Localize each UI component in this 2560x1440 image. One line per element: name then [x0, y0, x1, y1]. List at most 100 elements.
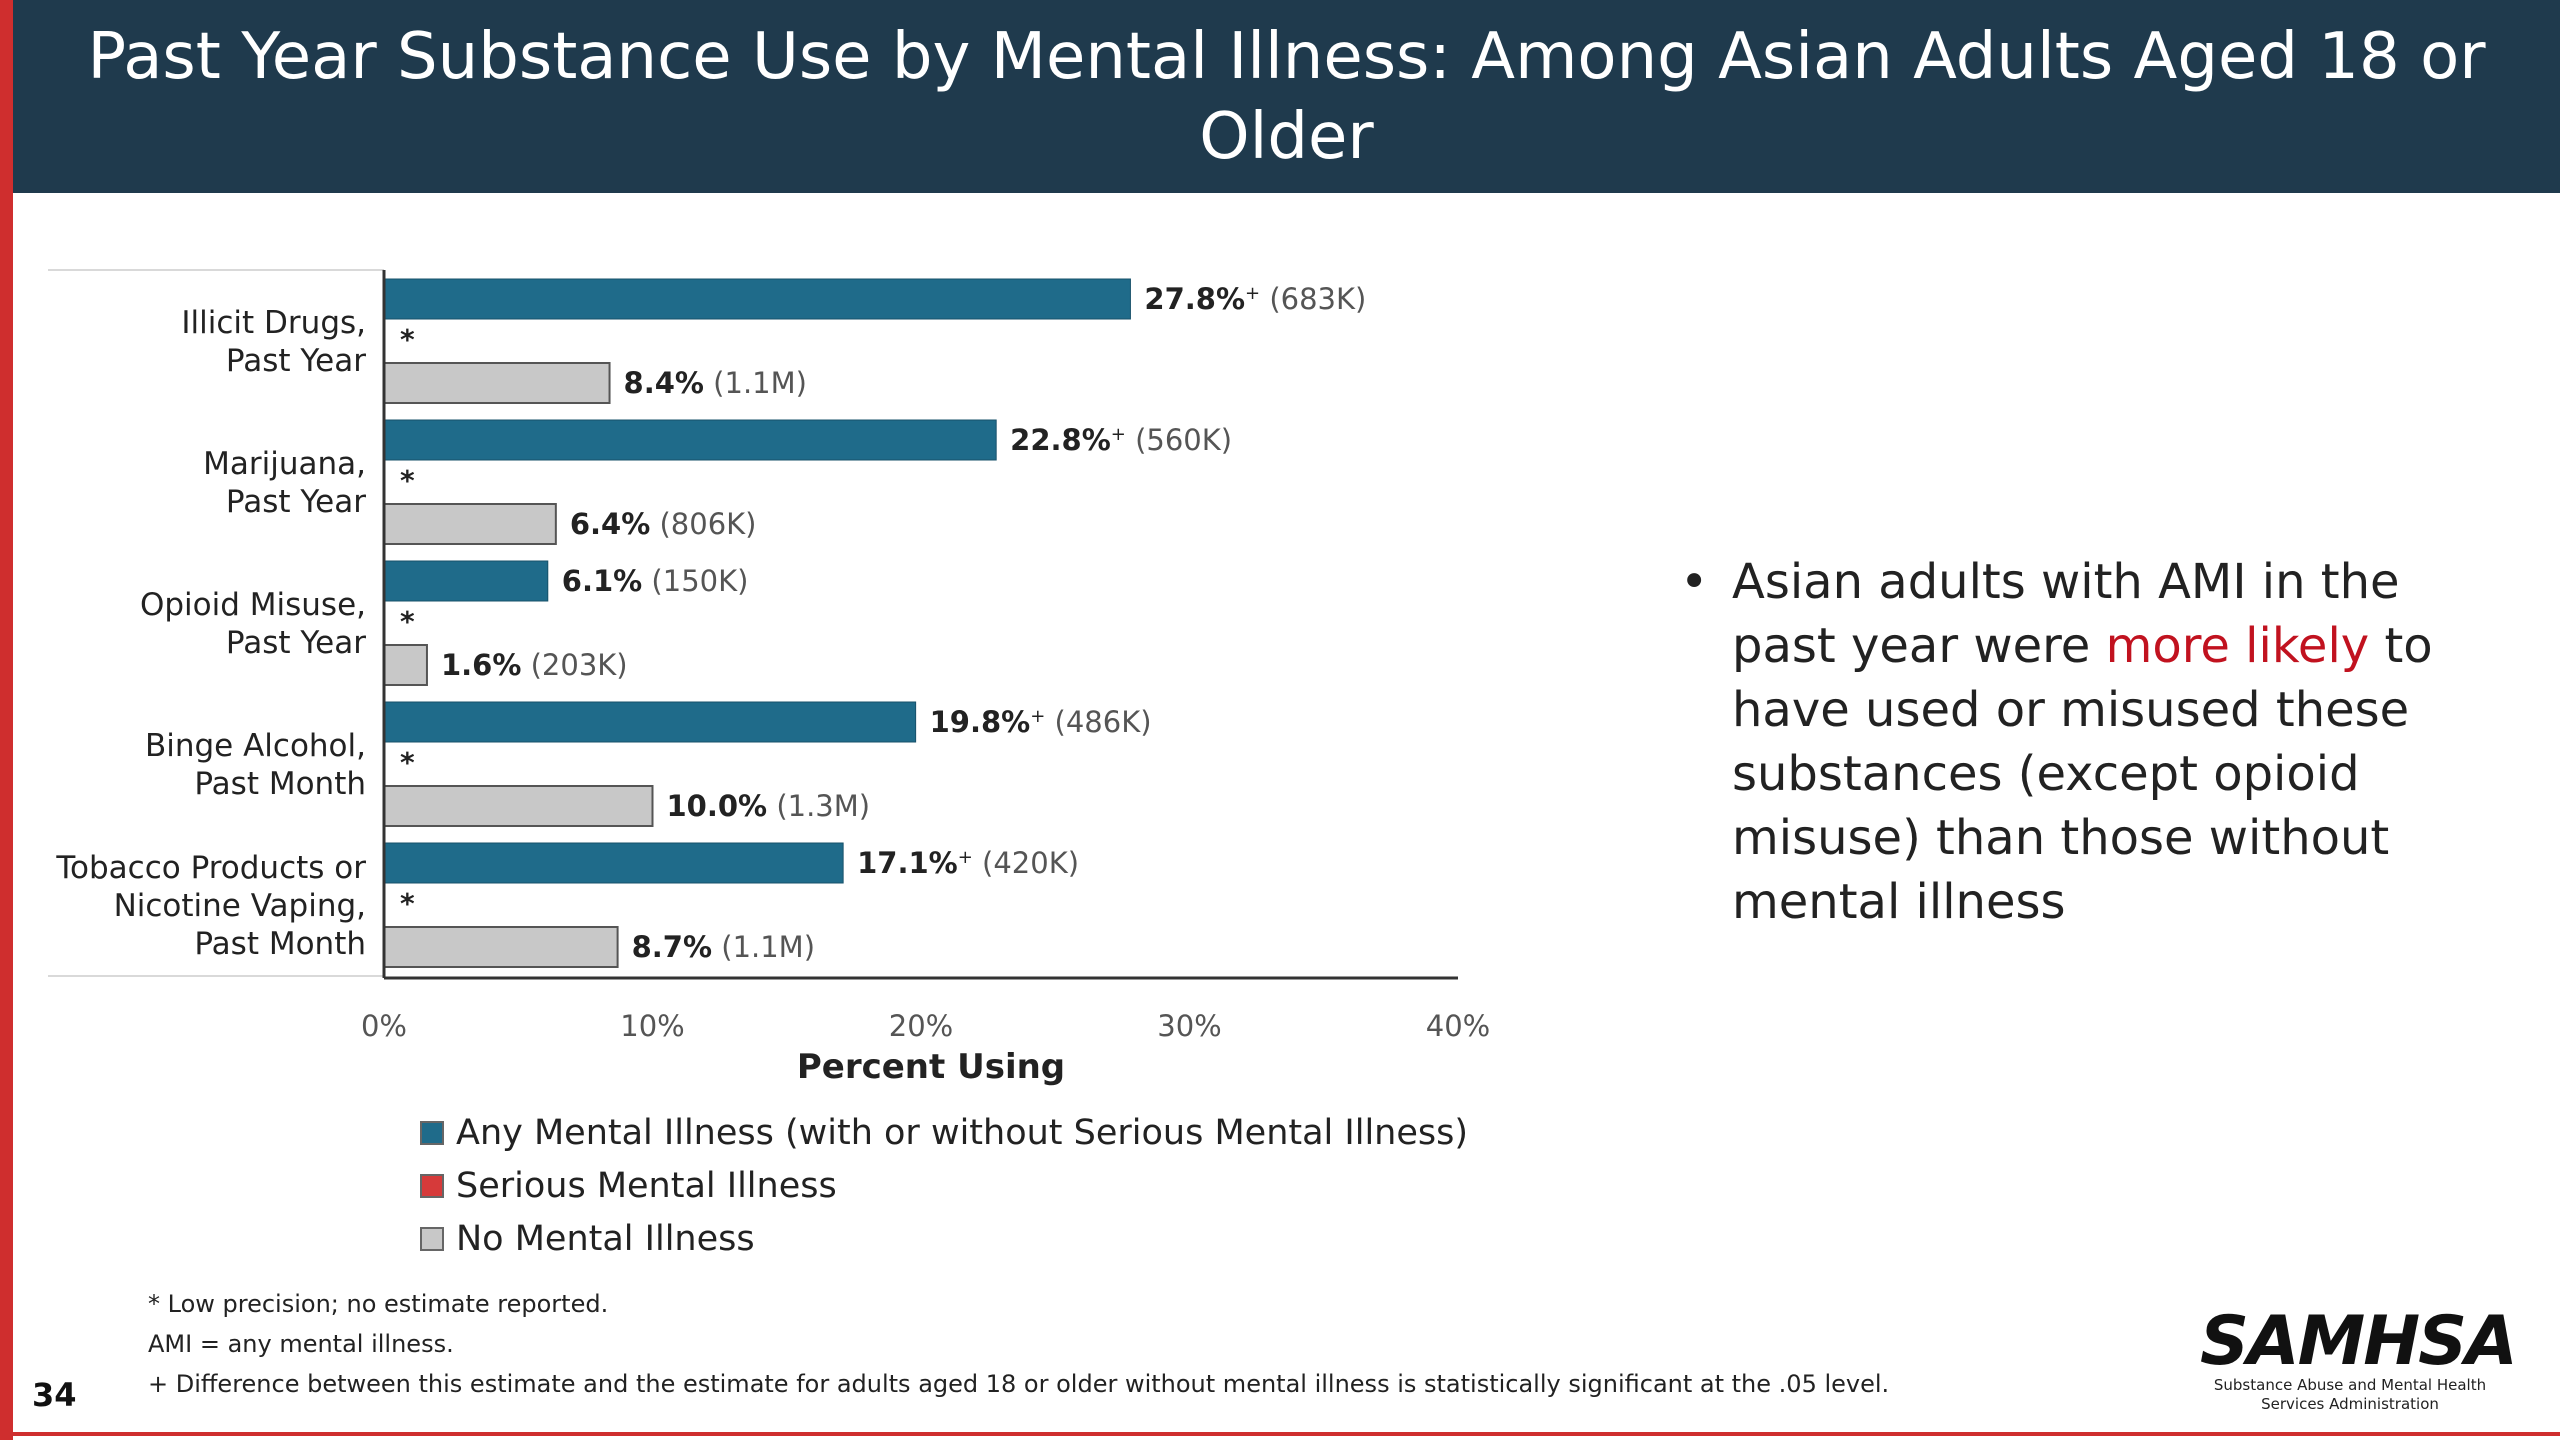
data-label-any-mental-illness: 17.1%+ (420K) — [857, 846, 1079, 880]
category-label-line: Binge Alcohol, — [145, 728, 366, 764]
title-bar: Past Year Substance Use by Mental Illnes… — [13, 0, 2560, 193]
data-label-count: (486K) — [1045, 705, 1151, 739]
data-label-significance-marker: + — [1030, 706, 1045, 727]
legend-item-any-mental-illness: Any Mental Illness (with or without Seri… — [420, 1106, 1620, 1159]
category-label-line: Illicit Drugs, — [181, 305, 366, 341]
logo-subtitle: Substance Abuse and Mental Health Servic… — [2200, 1376, 2500, 1414]
data-label-no-mental-illness: 10.0% (1.3M) — [667, 789, 871, 823]
category-label-line: Past Year — [226, 625, 366, 661]
data-label-count: (150K) — [642, 564, 748, 598]
data-label-serious-mental-illness-suppressed: * — [400, 323, 415, 356]
x-tick-label: 30% — [1157, 1009, 1221, 1043]
bar-no-mental-illness — [383, 785, 654, 827]
data-label-value: 27.8% — [1144, 282, 1245, 316]
footnote-significance: + Difference between this estimate and t… — [148, 1370, 1890, 1398]
bar-no-mental-illness — [383, 644, 428, 686]
footnote-ami-definition: AMI = any mental illness. — [148, 1330, 454, 1358]
legend-swatch-no-mental-illness — [420, 1226, 444, 1251]
data-label-serious-mental-illness-suppressed: * — [400, 464, 415, 497]
legend-label-any-mental-illness: Any Mental Illness (with or without Seri… — [456, 1112, 1469, 1153]
category-label-line: Opioid Misuse, — [140, 587, 366, 623]
data-label-value: 8.7% — [632, 930, 712, 964]
data-label-no-mental-illness: 8.4% (1.1M) — [624, 366, 807, 400]
samhsa-logo: SAMHSA Substance Abuse and Mental Health… — [2200, 1302, 2518, 1414]
legend-label-serious-mental-illness: Serious Mental Illness — [456, 1165, 837, 1206]
data-label-no-mental-illness: 1.6% (203K) — [441, 648, 628, 682]
data-label-serious-mental-illness-suppressed: * — [400, 887, 415, 920]
data-label-no-mental-illness: 8.7% (1.1M) — [632, 930, 815, 964]
data-label-significance-marker: + — [958, 847, 973, 868]
category-label: Tobacco Products or Nicotine Vaping, Past … — [55, 850, 366, 962]
bar-no-mental-illness — [383, 926, 619, 968]
category-label: Opioid Misuse, Past Year — [140, 587, 366, 661]
data-label-value: 6.1% — [562, 564, 642, 598]
category-label-line: Past Month — [194, 766, 366, 802]
data-label-any-mental-illness: 22.8%+ (560K) — [1010, 423, 1232, 457]
key-finding: • Asian adults with AMI in the past year… — [1680, 550, 2460, 934]
category-label-line: Past Year — [226, 343, 366, 379]
bottom-rule — [0, 1432, 2560, 1436]
data-label-count: (420K) — [973, 846, 1079, 880]
bar-any-mental-illness — [383, 701, 917, 743]
bar-any-mental-illness — [383, 560, 549, 602]
left-accent-bar — [0, 0, 13, 1440]
data-label-count: (806K) — [650, 507, 756, 541]
key-finding-bullet: • Asian adults with AMI in the past year… — [1680, 550, 2460, 934]
bar-chart-plot: 27.8%+ (683K)*8.4% (1.1M)Illicit Drugs, P… — [48, 269, 1490, 1087]
legend-item-no-mental-illness: No Mental Illness — [420, 1212, 1620, 1265]
data-label-value: 22.8% — [1010, 423, 1111, 457]
key-finding-text-start: Asian adults with AMI in the past year w… — [1732, 554, 2400, 674]
legend-swatch-any-mental-illness — [420, 1120, 444, 1145]
page-number: 34 — [32, 1376, 77, 1414]
footnotes: * Low precision; no estimate reported. A… — [148, 1284, 1948, 1404]
bar-any-mental-illness — [383, 842, 844, 884]
category-label-line: Tobacco Products or — [55, 850, 366, 886]
data-label-value: 10.0% — [667, 789, 768, 823]
bar-any-mental-illness — [383, 419, 997, 461]
key-finding-text: Asian adults with AMI in the past year w… — [1732, 550, 2460, 934]
logo-subtitle-line2: Services Administration — [2261, 1395, 2439, 1413]
data-label-count: (683K) — [1260, 282, 1366, 316]
data-label-any-mental-illness: 27.8%+ (683K) — [1144, 282, 1366, 316]
x-tick-label: 0% — [361, 1009, 407, 1043]
bar-no-mental-illness — [383, 362, 611, 404]
data-label-significance-marker: + — [1111, 424, 1126, 445]
category-label: Marijuana, Past Year — [203, 446, 366, 520]
data-label-value: 6.4% — [570, 507, 650, 541]
data-label-value: 8.4% — [624, 366, 704, 400]
category-label-line: Marijuana, — [203, 446, 366, 482]
legend-swatch-serious-mental-illness — [420, 1173, 444, 1198]
data-label-serious-mental-illness-suppressed: * — [400, 746, 415, 779]
bullet-dot-icon: • — [1680, 554, 1709, 610]
category-label-line: Past Month — [194, 926, 366, 962]
data-label-value: 19.8% — [930, 705, 1031, 739]
footnote-low-precision: * Low precision; no estimate reported. — [148, 1290, 609, 1318]
data-label-value: 1.6% — [441, 648, 521, 682]
category-label-line: Past Year — [226, 484, 366, 520]
logo-subtitle-line1: Substance Abuse and Mental Health — [2213, 1376, 2487, 1394]
data-label-count: (560K) — [1126, 423, 1232, 457]
data-label-count: (1.1M) — [712, 930, 815, 964]
key-finding-highlight: more likely — [2105, 618, 2370, 674]
key-finding-text-end: to have used or misused these substances… — [1732, 618, 2433, 930]
data-label-no-mental-illness: 6.4% (806K) — [570, 507, 757, 541]
data-label-any-mental-illness: 19.8%+ (486K) — [930, 705, 1152, 739]
data-label-any-mental-illness: 6.1% (150K) — [562, 564, 749, 598]
x-tick-label: 10% — [620, 1009, 684, 1043]
data-label-count: (1.3M) — [767, 789, 870, 823]
slide-title: Past Year Substance Use by Mental Illnes… — [87, 19, 2486, 174]
data-label-significance-marker: + — [1245, 283, 1260, 304]
category-label: Illicit Drugs, Past Year — [181, 305, 366, 379]
chart-legend: Any Mental Illness (with or without Seri… — [420, 1106, 1620, 1265]
logo-wordmark: SAMHSA — [2200, 1302, 2518, 1381]
data-label-count: (203K) — [521, 648, 627, 682]
bar-no-mental-illness — [383, 503, 557, 545]
legend-item-serious-mental-illness: Serious Mental Illness — [420, 1159, 1620, 1212]
category-label-line: Nicotine Vaping, — [114, 888, 366, 924]
data-label-serious-mental-illness-suppressed: * — [400, 605, 415, 638]
data-label-count: (1.1M) — [704, 366, 807, 400]
x-axis-title: Percent Using — [797, 1047, 1065, 1087]
bar-any-mental-illness — [383, 278, 1131, 320]
